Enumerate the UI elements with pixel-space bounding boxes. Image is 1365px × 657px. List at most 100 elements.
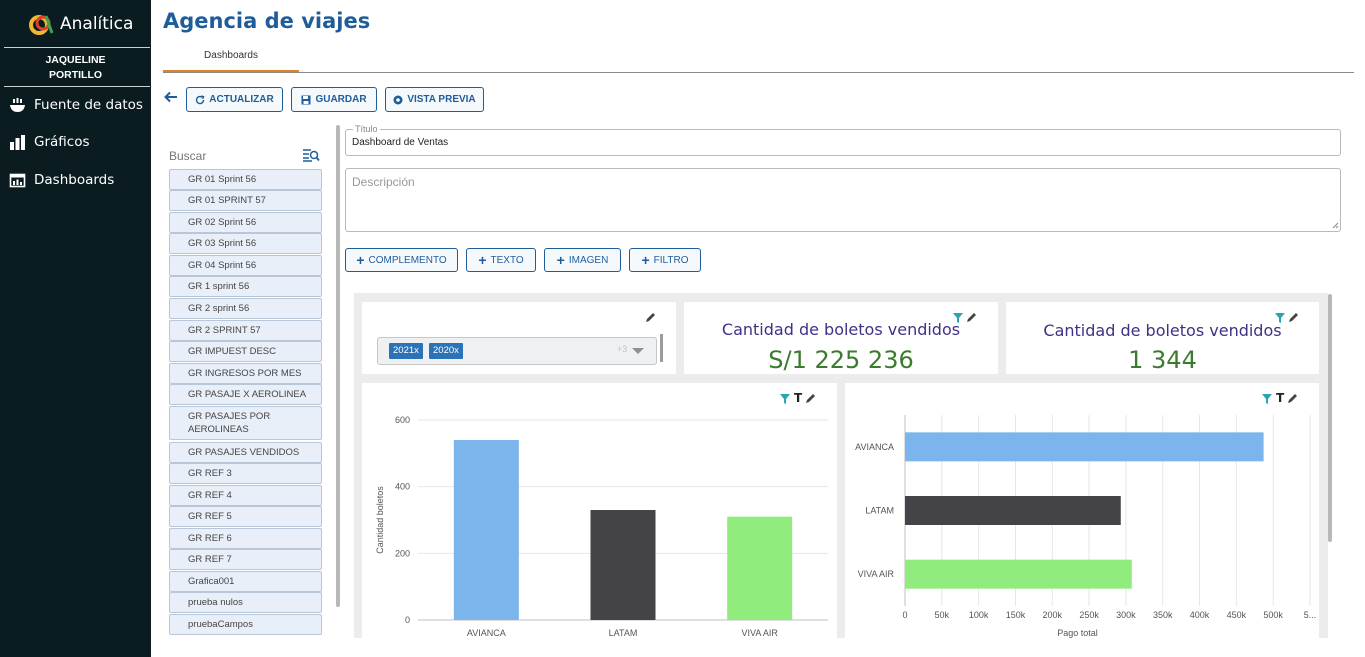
preview-button[interactable]: VISTA PREVIA [385, 87, 484, 112]
edit-pencil-icon[interactable] [1288, 312, 1299, 323]
user-first-name: JAQUELINE [45, 54, 106, 66]
canvas-scrollbar[interactable] [1328, 294, 1332, 542]
page-title: Agencia de viajes [163, 9, 371, 33]
filter-chip-2020[interactable]: 2020x [429, 343, 463, 359]
resize-handle-icon[interactable] [1332, 222, 1339, 229]
text-toggle-button[interactable]: T [1276, 391, 1285, 405]
y-tick-label: LATAM [865, 506, 894, 516]
x-tick-label: 450k [1227, 610, 1247, 620]
filter-chip-2021[interactable]: 2021x [389, 343, 423, 359]
list-item[interactable]: GR 04 Sprint 56 [169, 255, 322, 276]
filter-funnel-icon[interactable] [780, 394, 790, 404]
list-item[interactable]: GR PASAJES POR AEROLINEAS [169, 406, 322, 440]
save-label: GUARDAR [315, 94, 367, 105]
user-name: JAQUELINE PORTILLO [0, 53, 151, 83]
edit-pencil-icon[interactable] [805, 393, 816, 404]
list-item[interactable]: GR PASAJE X AEROLINEA [169, 384, 322, 405]
add-text-button[interactable]: + TEXTO [466, 248, 536, 272]
list-item[interactable]: GR REF 3 [169, 463, 322, 484]
list-item[interactable]: GR 2 sprint 56 [169, 298, 322, 319]
list-item[interactable]: GR IMPUEST DESC [169, 341, 322, 362]
title-field-value[interactable]: Dashboard de Ventas [352, 137, 449, 148]
divider [4, 86, 150, 87]
sidebar-item-dashboards[interactable]: Dashboards [9, 169, 114, 191]
sidebar-item-fuente-de-datos[interactable]: Fuente de datos [9, 94, 143, 116]
list-item[interactable]: GR 02 Sprint 56 [169, 212, 322, 233]
description-placeholder[interactable]: Descripción [352, 175, 415, 189]
add-complement-button[interactable]: + COMPLEMENTO [345, 248, 458, 272]
x-tick-label: 400k [1190, 610, 1210, 620]
list-item[interactable]: GR REF 7 [169, 549, 322, 570]
list-item[interactable]: GR PASAJES VENDIDOS [169, 442, 322, 463]
sidebar: Analítica JAQUELINE PORTILLO Fuente de d… [0, 0, 151, 657]
save-button[interactable]: GUARDAR [291, 87, 377, 112]
bar-viva-air [905, 559, 1132, 589]
filter-funnel-icon[interactable] [953, 313, 963, 323]
list-item[interactable]: GR 1 sprint 56 [169, 276, 322, 297]
text-toggle-button[interactable]: T [794, 391, 803, 405]
list-scrollbar[interactable] [336, 125, 340, 607]
x-tick-label: LATAM [609, 628, 638, 638]
list-item[interactable]: GR 01 Sprint 56 [169, 169, 322, 190]
add-complement-label: COMPLEMENTO [368, 254, 447, 266]
list-item[interactable]: GR 2 SPRINT 57 [169, 320, 322, 341]
edit-pencil-icon[interactable] [1287, 393, 1298, 404]
y-tick-label: 600 [395, 415, 410, 425]
description-field[interactable] [345, 168, 1341, 232]
sidebar-item-label: Fuente de datos [34, 97, 143, 113]
sidebar-item-label: Dashboards [34, 172, 115, 188]
add-image-button[interactable]: + IMAGEN [544, 248, 621, 272]
kpi-title: Cantidad de boletos vendidos [1043, 321, 1282, 340]
x-tick-label: 50k [935, 610, 950, 620]
plus-icon: + [556, 252, 565, 268]
list-item[interactable]: prueba nulos [169, 592, 322, 613]
list-search-icon[interactable] [302, 147, 320, 163]
sidebar-item-graficos[interactable]: Gráficos [9, 131, 90, 153]
year-filter-select[interactable] [377, 337, 657, 365]
refresh-button[interactable]: ACTUALIZAR [186, 87, 283, 112]
x-axis-label: Pago total [1057, 628, 1098, 638]
preview-label: VISTA PREVIA [407, 94, 476, 105]
list-item[interactable]: GR 01 SPRINT 57 [169, 190, 322, 211]
chevron-down-icon[interactable] [632, 348, 644, 354]
edit-pencil-icon[interactable] [645, 312, 656, 323]
y-tick-label: AVIANCA [855, 442, 894, 452]
back-button[interactable] [164, 90, 182, 110]
arrow-left-icon [164, 91, 177, 103]
bar-latam [590, 510, 656, 620]
brand[interactable]: Analítica [28, 10, 133, 38]
refresh-label: ACTUALIZAR [209, 94, 274, 105]
floppy-disk-icon [301, 95, 311, 104]
add-filter-button[interactable]: + FILTRO [629, 248, 701, 272]
x-tick-label: 100k [969, 610, 989, 620]
divider [163, 72, 1354, 73]
plus-icon: + [356, 252, 365, 268]
kpi-value: 1 344 [1128, 346, 1197, 374]
list-item[interactable]: GR INGRESOS POR MES [169, 363, 322, 384]
user-last-name: PORTILLO [48, 69, 103, 81]
filter-funnel-icon[interactable] [1262, 394, 1272, 404]
bar-viva-air [727, 516, 793, 620]
bar-avianca [905, 432, 1264, 462]
y-tick-label: VIVA AIR [858, 569, 895, 579]
filter-funnel-icon[interactable] [1275, 313, 1285, 323]
edit-pencil-icon[interactable] [966, 312, 977, 323]
list-item[interactable]: GR 03 Sprint 56 [169, 233, 322, 254]
tab-dashboards[interactable]: Dashboards [204, 50, 258, 61]
list-item[interactable]: GR REF 5 [169, 506, 322, 527]
list-item[interactable]: Grafica001 [169, 571, 322, 592]
analitica-logo-icon [29, 15, 54, 35]
list-item[interactable]: GR REF 4 [169, 485, 322, 506]
chip-remove-icon[interactable]: x [414, 345, 419, 356]
list-item[interactable]: pruebaCampos [169, 614, 322, 635]
list-item[interactable]: GR REF 6 [169, 528, 322, 549]
chip-label: 2021 [393, 345, 415, 356]
x-tick-label: 350k [1153, 610, 1173, 620]
title-field[interactable] [345, 129, 1341, 156]
sidebar-item-label: Gráficos [34, 134, 90, 150]
eye-icon [393, 95, 403, 104]
refresh-icon [196, 94, 205, 104]
kpi-title: Cantidad de boletos vendidos [721, 320, 961, 339]
chip-remove-icon[interactable]: x [454, 345, 459, 356]
filter-scrollbar[interactable] [660, 334, 663, 362]
